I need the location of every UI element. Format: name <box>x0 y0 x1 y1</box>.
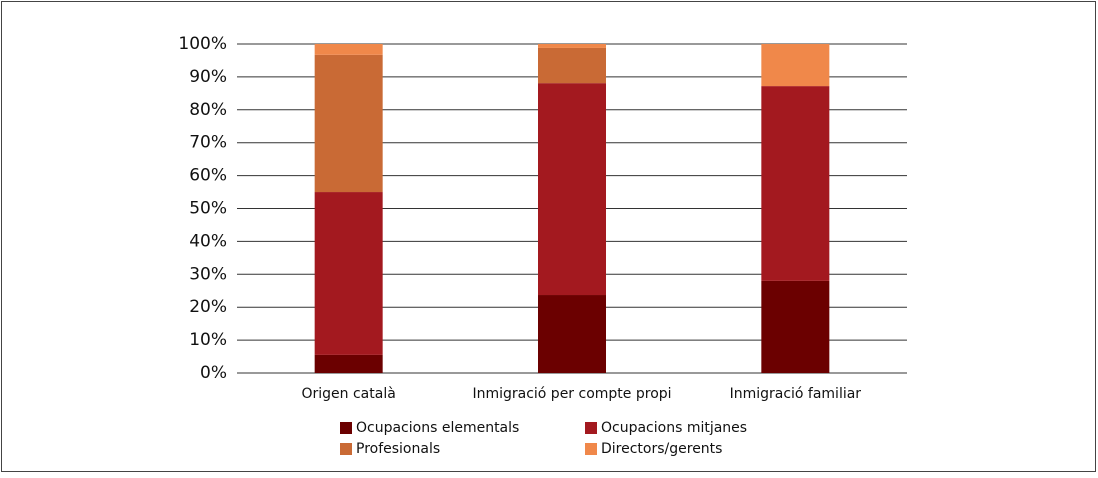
x-tick-label: Inmigració per compte propi <box>472 386 671 402</box>
legend-swatch <box>340 443 352 455</box>
legend-label: Ocupacions elementals <box>356 420 519 436</box>
legend-swatch <box>340 422 352 434</box>
y-tick-label: 90% <box>189 67 227 87</box>
y-tick-label: 20% <box>189 297 227 317</box>
legend-swatch <box>585 443 597 455</box>
y-tick-label: 10% <box>189 330 227 350</box>
bar-segment <box>761 44 830 87</box>
x-tick-label: Origen català <box>302 386 396 402</box>
y-tick-label: 100% <box>178 34 227 54</box>
bar-segment <box>538 44 606 48</box>
bar-segment <box>314 354 383 373</box>
bar-segment <box>761 280 830 373</box>
bar-segment <box>761 86 830 281</box>
y-tick-label: 60% <box>189 166 227 186</box>
bar-segment <box>314 54 383 193</box>
bar-segment <box>538 47 606 84</box>
bar-segment <box>314 192 383 355</box>
legend-label: Profesionals <box>356 441 440 457</box>
y-tick-label: 30% <box>189 264 227 284</box>
y-tick-label: 40% <box>189 231 227 251</box>
y-tick-label: 80% <box>189 100 227 120</box>
bar-segment <box>538 83 606 296</box>
bar-segment <box>538 295 606 373</box>
y-tick-label: 50% <box>189 199 227 219</box>
legend-swatch <box>585 422 597 434</box>
y-tick-label: 0% <box>200 363 227 383</box>
x-tick-label: Inmigració familiar <box>730 386 862 402</box>
legend-label: Directors/gerents <box>601 441 722 457</box>
y-tick-label: 70% <box>189 133 227 153</box>
legend-label: Ocupacions mitjanes <box>601 420 747 436</box>
bar-segment <box>314 44 383 55</box>
